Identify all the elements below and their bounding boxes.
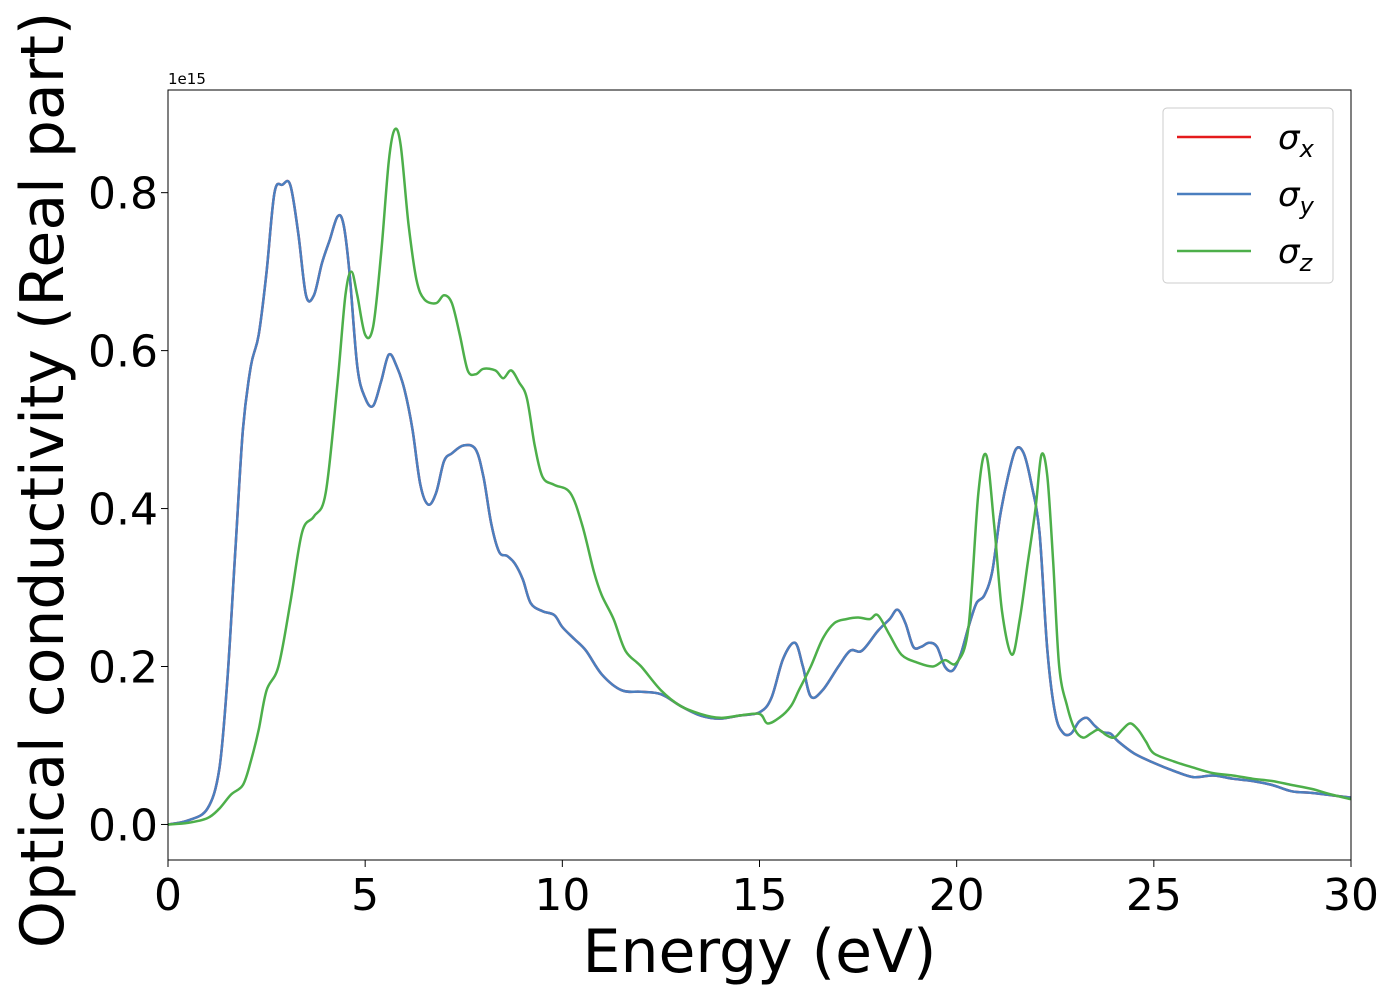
series-line-sigma-z xyxy=(167,127,1352,826)
series-layer xyxy=(167,127,1352,826)
legend-label: σz xyxy=(1278,232,1314,277)
y-tick-label: 0.6 xyxy=(88,327,158,378)
x-tick-label: 15 xyxy=(732,870,788,921)
x-tick-label: 20 xyxy=(929,870,985,921)
x-axis-label: Energy (eV) xyxy=(583,917,937,987)
x-tick-label: 30 xyxy=(1323,870,1379,921)
legend-box xyxy=(1162,107,1334,284)
y-tick-label: 0.4 xyxy=(88,485,158,536)
y-tick-label: 0.0 xyxy=(88,800,158,851)
y-offset-label: 1e15 xyxy=(168,70,206,88)
y-axis-label: Optical conductivity (Real part) xyxy=(8,12,78,949)
legend: σx σy σz xyxy=(1162,107,1334,284)
x-tick-label: 5 xyxy=(351,870,379,921)
y-ticks: 0.0 0.2 0.4 0.6 0.8 xyxy=(88,169,168,851)
x-ticks: 0 5 10 15 20 25 30 xyxy=(154,860,1379,921)
legend-label: σx xyxy=(1278,118,1315,163)
y-tick-label: 0.2 xyxy=(88,643,158,694)
x-tick-label: 10 xyxy=(534,870,590,921)
x-tick-label: 0 xyxy=(154,870,182,921)
y-tick-label: 0.8 xyxy=(88,169,158,220)
series-line-sigma-y xyxy=(167,179,1352,826)
legend-label: σy xyxy=(1278,175,1315,220)
x-tick-label: 25 xyxy=(1126,870,1182,921)
